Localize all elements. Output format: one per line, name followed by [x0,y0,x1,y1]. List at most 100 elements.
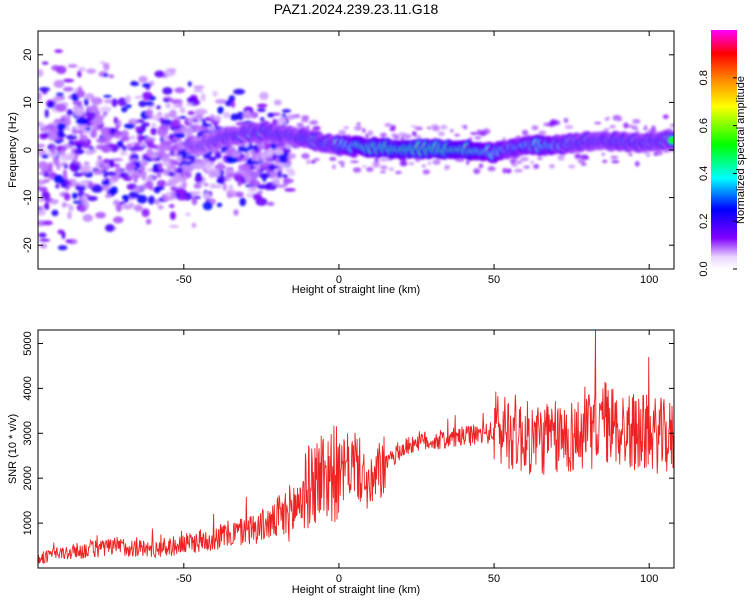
spectral-blob [193,85,205,89]
x-tick-label: 100 [640,573,658,585]
spectral-blob [214,184,222,189]
spectral-blob [350,160,360,163]
spectral-blob [104,224,115,232]
spectral-blob [408,161,415,166]
spectral-blob [258,172,271,179]
spectrogram-y-label: Frequency (Hz) [7,112,19,188]
spectral-blob [55,183,60,189]
spectral-blob [139,142,146,147]
spectral-blob [252,193,262,201]
spectral-blob [156,179,167,187]
spectral-blob [523,165,531,169]
spectral-blob [174,132,186,139]
colorbar-tick-label: 0.8 [698,70,710,85]
spectral-blob [233,209,239,216]
spectral-blob [240,145,250,153]
spectral-blob [414,126,424,131]
spectral-blob [215,99,227,105]
spectral-blob [95,211,107,219]
spectral-blob [177,143,184,150]
x-tick-label: 0 [336,573,342,585]
spectral-blob [160,140,171,146]
spectral-blob [606,116,610,121]
spectral-blob [195,108,208,115]
spectral-blob [158,162,163,171]
spectral-blob [563,117,569,123]
spectral-blob [173,149,178,157]
spectral-blob [141,208,150,218]
spectral-blob [50,145,56,155]
figure-title: PAZ1.2024.239.23.11.G18 [274,1,439,17]
spectral-blob [84,149,95,155]
spectral-blob [41,154,49,159]
spectral-blob [306,158,310,165]
spectral-blob [277,116,287,126]
spectral-blob [189,162,201,170]
spectral-blob [455,158,465,163]
spectral-blob [403,134,412,140]
spectral-blob [580,162,587,166]
spectral-blob [91,184,103,193]
spectral-blob [56,123,67,130]
spectral-blob [76,143,82,150]
spectral-blob [76,90,86,98]
spectral-blob [531,125,539,131]
spectral-blob [128,191,140,199]
spectral-blob [286,114,296,120]
spectral-blob [213,115,222,122]
spectral-blob [601,152,606,157]
spectral-blob [415,135,422,138]
spectral-blob [656,151,662,155]
spectral-blob [145,218,152,225]
spectral-blob [181,175,188,181]
spectral-blob [209,183,217,189]
spectral-blob [154,70,165,78]
spectral-blob [176,153,182,163]
spectral-blob [379,170,386,173]
spectral-blob [225,172,236,178]
spectral-blob [176,167,184,174]
spectral-blob [95,137,108,144]
spectral-blob [82,214,94,222]
spectrogram-axes: -50 0 50 100 -20 -10 0 10 20 [22,31,674,286]
spectral-blob [86,195,98,202]
spectral-blob [144,101,155,107]
spectral-blob [421,164,426,168]
spectral-blob [662,114,669,119]
spectral-blob [427,161,432,165]
spectral-blob [281,174,289,178]
spectral-blob [648,129,658,132]
spectral-blob [265,155,273,160]
spectral-blob [388,167,395,172]
spectral-blob [235,191,244,198]
spectral-blob [243,162,248,168]
spectral-blob [134,95,144,99]
spectral-blob [63,192,71,201]
spectral-blob [281,109,292,113]
spectral-blob [164,183,174,187]
spectral-blob [645,152,651,157]
spectral-blob [38,143,46,149]
spectral-blob [474,136,482,140]
spectral-blob [38,87,51,92]
spectral-blob [47,132,58,141]
spectral-blob [340,164,345,168]
spectral-blob [145,180,153,189]
colorbar-ticks: 0.0 0.2 0.4 0.6 0.8 [698,70,737,277]
spectral-blob [108,74,115,79]
spectral-blob [102,113,107,118]
spectral-blob [186,155,195,161]
spectral-blob [164,68,176,77]
spectral-blob [188,117,194,124]
spectral-blob [38,232,47,238]
spectral-blob [86,68,97,74]
spectral-blob [55,92,64,97]
spectral-blob [446,165,451,169]
spectral-blob [437,131,445,137]
spectral-blob [74,102,82,106]
snr-panel: -50 0 50 100 1000 2000 3000 4000 5000 Height of … [7,329,675,596]
spectral-blob [67,178,77,188]
spectral-blob [460,125,467,128]
spectral-blob [444,164,448,171]
spectral-blob [203,192,210,200]
